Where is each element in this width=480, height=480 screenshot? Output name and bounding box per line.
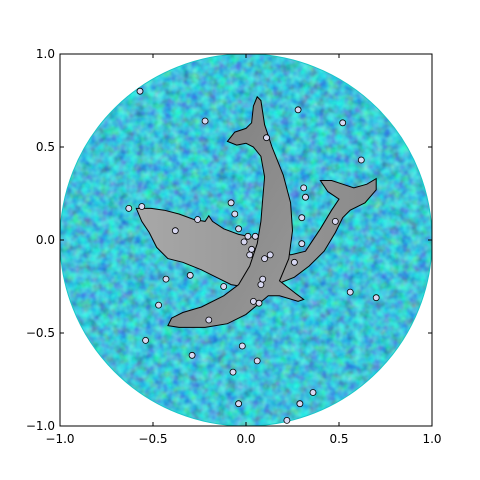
data-point — [125, 204, 133, 212]
data-point — [251, 232, 259, 240]
x-tick-label: −1.0 — [45, 432, 74, 446]
data-point — [263, 134, 270, 142]
x-tick-label: 0.0 — [236, 432, 255, 446]
data-point — [235, 225, 243, 233]
data-point — [294, 106, 302, 114]
data-point — [201, 117, 209, 125]
data-point — [298, 214, 306, 222]
data-point — [235, 400, 243, 408]
data-point — [240, 238, 248, 246]
data-point — [331, 217, 339, 225]
dolphins — [135, 95, 377, 328]
data-point — [194, 216, 202, 223]
data-point — [298, 240, 306, 248]
data-point — [205, 316, 213, 324]
scatter-points — [125, 87, 380, 424]
data-point — [231, 210, 239, 218]
y-tick-label: −1.0 — [26, 419, 55, 433]
data-point — [188, 351, 196, 359]
data-point — [248, 245, 256, 253]
data-point — [142, 336, 150, 344]
data-point — [283, 416, 291, 424]
data-point — [261, 255, 269, 263]
data-point — [357, 156, 365, 164]
data-point — [302, 193, 309, 201]
data-point — [244, 232, 252, 240]
data-point — [229, 368, 237, 376]
plot-area — [59, 53, 433, 427]
data-point — [300, 184, 308, 192]
data-point — [249, 297, 257, 305]
data-point — [255, 299, 263, 307]
data-point — [309, 389, 317, 396]
dolphin-large — [167, 95, 305, 328]
data-point — [346, 288, 354, 296]
data-point — [171, 227, 179, 235]
x-tick-label: 0.5 — [329, 432, 348, 446]
data-point — [227, 199, 235, 207]
dolphin-small — [135, 177, 377, 289]
data-point — [296, 400, 304, 408]
data-point — [238, 342, 246, 350]
data-point — [253, 357, 261, 365]
data-point — [155, 301, 163, 309]
y-tick-label: 0.0 — [36, 233, 55, 247]
data-point — [138, 203, 146, 210]
data-point — [220, 283, 228, 290]
data-point — [290, 258, 298, 266]
data-point — [136, 87, 144, 95]
x-axis-ticks: −1.0 −0.5 0.0 0.5 1.0 — [45, 54, 442, 446]
x-tick-label: −0.5 — [138, 432, 167, 446]
data-point — [266, 251, 274, 259]
y-tick-label: 0.5 — [36, 140, 55, 154]
data-point — [186, 271, 194, 279]
data-point — [162, 275, 170, 283]
data-point — [372, 294, 380, 302]
y-tick-label: 1.0 — [36, 47, 55, 61]
data-point — [246, 251, 254, 259]
data-point — [339, 119, 347, 127]
y-tick-label: −0.5 — [26, 326, 55, 340]
data-point — [257, 281, 265, 289]
y-axis-ticks: −1.0 −0.5 0.0 0.5 1.0 — [26, 47, 432, 433]
x-tick-label: 1.0 — [422, 432, 441, 446]
data-point — [259, 275, 267, 283]
